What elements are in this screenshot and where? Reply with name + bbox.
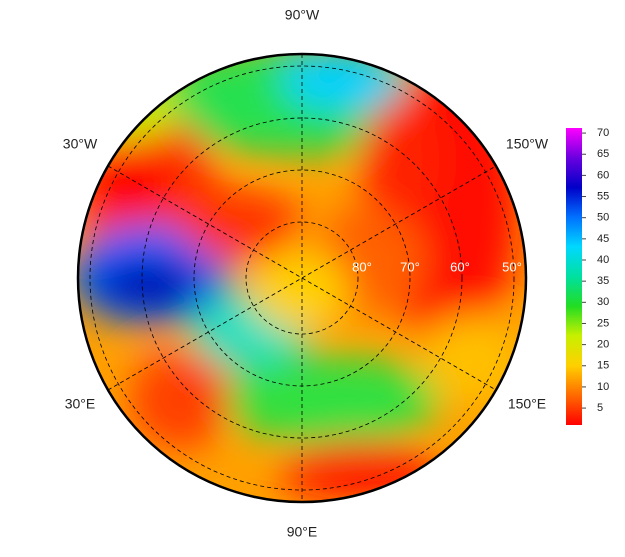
lon-label: 30°E [65, 396, 96, 412]
colorbar-tick-label: 35 [597, 275, 609, 287]
colorbar: 5 10 15 20 25 30 35 40 45 50 55 60 65 70 [566, 127, 609, 425]
colorbar-tick-label: 60 [597, 169, 609, 181]
colorbar-tick-label: 5 [597, 402, 603, 414]
lon-label: 30°W [63, 136, 98, 152]
field [78, 54, 526, 502]
colorbar-tick-label: 50 [597, 212, 609, 224]
lon-label: 150°E [508, 396, 546, 412]
lat-label: 70° [400, 259, 420, 274]
lat-label: 80° [352, 259, 372, 274]
colorbar-tick-label: 45 [597, 233, 609, 245]
lon-label: 90°W [285, 7, 320, 23]
colorbar-ramp [566, 128, 582, 425]
colorbar-tick-label: 55 [597, 190, 609, 202]
lat-label: 60° [450, 259, 470, 274]
map-border [76, 52, 528, 504]
colorbar-tick-label: 65 [597, 148, 609, 160]
colorbar-tick-label: 10 [597, 381, 609, 393]
colorbar-tick-label: 25 [597, 317, 609, 329]
colorbar-tick-label: 40 [597, 254, 609, 266]
lon-label: 90°E [287, 524, 318, 540]
colorbar-tick-label: 70 [597, 127, 609, 139]
colorbar-tick-label: 30 [597, 296, 609, 308]
colorbar-tick-label: 20 [597, 339, 609, 351]
graticule [89, 54, 515, 502]
lat-label: 50° [502, 259, 522, 274]
lon-label: 150°W [506, 136, 549, 152]
colorbar-tick-label: 15 [597, 360, 609, 372]
